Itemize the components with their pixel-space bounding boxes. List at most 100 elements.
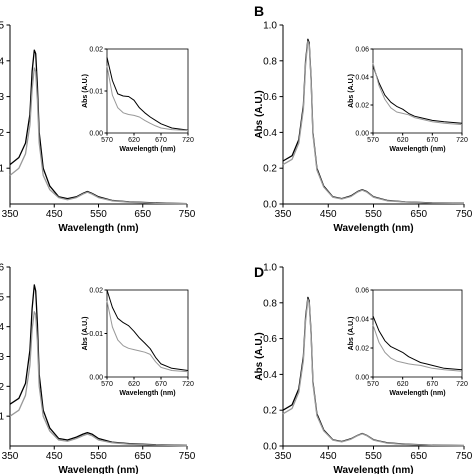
x-tick-label: 350 (275, 209, 292, 220)
y-tick-label: 0.6 (263, 334, 277, 345)
x-tick-label: 550 (90, 451, 107, 462)
x-axis-label: Wavelength (nm) (333, 223, 413, 234)
panel-b: 350 450 550 650 750 0.0 0.2 0.4 0.6 0.8 1.0 Wavelen… (254, 3, 473, 234)
y-tick-label: 4 (0, 56, 4, 67)
spectrum-line-1 (9, 284, 188, 447)
inset-x-tick-label: 570 (101, 137, 113, 144)
y-tick-label: 5 (0, 21, 4, 32)
inset-x-tick-label: 720 (456, 381, 468, 388)
y-tick-label: 6 (0, 263, 4, 274)
y-tick-label: 3 (0, 352, 4, 363)
y-tick-label: 0.0 (263, 200, 277, 211)
inset-x-tick-label: 620 (397, 137, 409, 144)
y-tick-label: 1 (0, 412, 4, 423)
x-axis-label: Wavelength (nm) (58, 465, 138, 474)
inset-y-tick-label: 0.02 (355, 346, 369, 353)
inset-spectrum-line-1 (106, 289, 189, 371)
x-tick-label: 450 (46, 209, 63, 220)
x-tick-label: 650 (410, 451, 427, 462)
y-tick-label: 0.2 (263, 164, 277, 175)
inset-plot: 570 620 670 720 0.00 0.01 0.02 Wavelength (nm) A… (82, 288, 194, 398)
inset-y-axis-label: Abs (A.U.) (82, 317, 89, 351)
y-tick-label: 1.0 (263, 21, 277, 32)
x-axis-label: Wavelength (nm) (58, 223, 138, 234)
spectrum-line-2 (9, 67, 188, 205)
x-tick-label: 650 (410, 209, 427, 220)
y-tick-label: 4 (0, 322, 4, 333)
inset-plot: 570 620 670 720 0.00 0.01 0.02 Wavelength (nm) A… (82, 47, 194, 154)
y-tick-label: 0.4 (263, 128, 277, 139)
inset-frame (106, 289, 189, 378)
y-tick-label: 1 (0, 164, 4, 175)
x-tick-label: 350 (2, 209, 19, 220)
inset-y-tick-label: 0.06 (355, 288, 369, 295)
inset-spectrum-line-1 (372, 65, 463, 124)
inset-x-tick-label: 620 (397, 381, 409, 388)
inset-y-tick-label: 0.02 (89, 288, 103, 295)
inset-x-tick-label: 670 (155, 381, 167, 388)
panel-c: 350 450 550 650 750 1 2 3 4 5 6 Wavelength (nm) 570 6… (0, 263, 196, 474)
inset-x-tick-label: 720 (456, 137, 468, 144)
x-tick-label: 350 (2, 451, 19, 462)
panel-d: 350 450 550 650 750 0.0 0.2 0.4 0.6 0.8 1.0 Wavelen… (254, 263, 473, 474)
inset-y-tick-label: 0.04 (355, 317, 369, 324)
x-tick-label: 650 (134, 209, 151, 220)
x-tick-label: 750 (179, 209, 196, 220)
inset-x-tick-label: 570 (101, 381, 113, 388)
y-tick-label: 1.0 (263, 263, 277, 274)
x-tick-label: 550 (365, 451, 382, 462)
y-tick-label: 2 (0, 128, 4, 139)
x-tick-label: 750 (456, 451, 473, 462)
y-tick-label: 0.8 (263, 56, 277, 67)
inset-x-tick-label: 570 (367, 381, 379, 388)
x-tick-label: 550 (365, 209, 382, 220)
x-tick-label: 750 (179, 451, 196, 462)
inset-plot: 570 620 670 720 0.00 0.02 0.04 0.06 Wavelength (… (348, 47, 468, 154)
inset-y-tick-label: 0.01 (89, 89, 103, 96)
inset-frame (106, 48, 189, 134)
inset-spectrum-line-2 (106, 65, 189, 131)
x-tick-label: 750 (456, 209, 473, 220)
x-tick-label: 550 (90, 209, 107, 220)
panel-letter: B (254, 3, 264, 19)
inset-frame (372, 289, 463, 378)
inset-x-tick-label: 720 (182, 137, 194, 144)
inset-plot: 570 620 670 720 0.00 0.02 0.04 0.06 Wavelength (… (348, 288, 468, 398)
inset-x-tick-label: 670 (426, 381, 438, 388)
inset-y-tick-label: 0.00 (355, 131, 369, 138)
inset-x-tick-label: 620 (128, 381, 140, 388)
inset-x-tick-label: 670 (155, 137, 167, 144)
inset-y-tick-label: 0.00 (89, 131, 103, 138)
inset-y-tick-label: 0.06 (355, 47, 369, 54)
inset-x-tick-label: 720 (182, 381, 194, 388)
y-tick-label: 0.8 (263, 298, 277, 309)
y-tick-label: 2 (0, 382, 4, 393)
y-tick-label: 0.6 (263, 92, 277, 103)
inset-y-tick-label: 0.02 (89, 47, 103, 54)
x-tick-label: 650 (134, 451, 151, 462)
x-tick-label: 350 (275, 451, 292, 462)
inset-y-tick-label: 0.02 (355, 103, 369, 110)
x-axis-label: Wavelength (nm) (333, 465, 413, 474)
inset-x-axis-label: Wavelength (nm) (119, 390, 175, 397)
spectrum-line-2 (282, 298, 465, 447)
y-tick-label: 0.0 (263, 442, 277, 453)
spectrum-line-2 (282, 40, 465, 205)
inset-spectrum-line-2 (372, 62, 463, 126)
y-tick-label: 0.4 (263, 370, 277, 381)
inset-x-tick-label: 620 (128, 137, 140, 144)
spectrum-line-2 (9, 311, 188, 447)
inset-y-axis-label: Abs (A.U.) (82, 74, 89, 108)
inset-x-axis-label: Wavelength (nm) (389, 146, 445, 153)
y-axis-label: Abs (A.U.) (254, 90, 265, 138)
inset-x-axis-label: Wavelength (nm) (389, 390, 445, 397)
x-tick-label: 450 (320, 209, 337, 220)
inset-x-tick-label: 670 (426, 137, 438, 144)
inset-x-tick-label: 570 (367, 137, 379, 144)
y-axis-label: Abs (A.U.) (254, 332, 265, 380)
inset-y-tick-label: 0.00 (355, 375, 369, 382)
inset-x-axis-label: Wavelength (nm) (119, 146, 175, 153)
x-tick-label: 450 (46, 451, 63, 462)
inset-y-tick-label: 0.04 (355, 75, 369, 82)
